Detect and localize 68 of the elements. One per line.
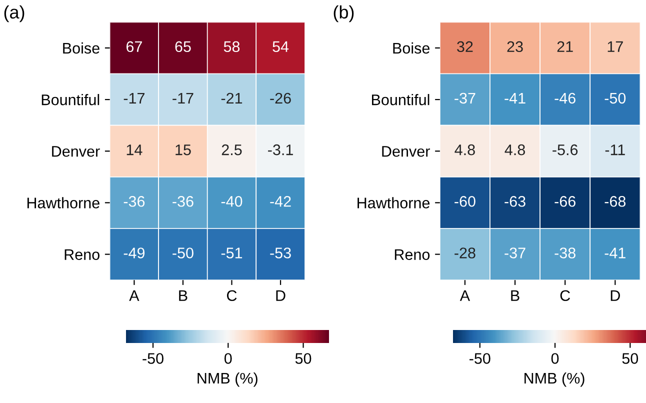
y-tick-label: Reno xyxy=(64,249,100,260)
data-label: -51 xyxy=(221,248,242,258)
y-tick-label: Hawthorne xyxy=(358,197,430,208)
data-label: -60 xyxy=(454,196,476,207)
data-label: -21 xyxy=(221,92,242,104)
data-label: -50 xyxy=(604,92,626,104)
x-tick-label: C xyxy=(560,290,570,302)
data-label: -53 xyxy=(270,248,291,258)
data-label: 14 xyxy=(126,144,142,156)
data-label: -17 xyxy=(124,92,144,104)
data-label: -36 xyxy=(124,196,145,207)
x-tick-label: C xyxy=(227,290,237,302)
data-label: 4.8 xyxy=(504,144,525,156)
data-label: -49 xyxy=(124,248,145,258)
data-label: 54 xyxy=(272,41,289,52)
y-tick-label: Reno xyxy=(394,249,430,260)
y-tick-label: Denver xyxy=(52,146,100,157)
chart-title: (a) xyxy=(4,5,24,22)
x-tick-label: D xyxy=(610,290,620,301)
x-tick-label: B xyxy=(511,290,520,301)
y-tick-label: Bountiful xyxy=(372,94,430,106)
data-label: -37 xyxy=(504,248,526,258)
data-label: -5.6 xyxy=(552,144,578,156)
data-label: 32 xyxy=(457,41,473,52)
data-label: -68 xyxy=(604,196,626,207)
y-tick-label: Boise xyxy=(393,42,430,54)
data-label: 23 xyxy=(507,41,523,52)
data-label: -36 xyxy=(172,196,194,207)
data-label: -3.1 xyxy=(268,144,293,156)
data-label: 17 xyxy=(608,41,623,52)
color-bar-title: NMB (%) xyxy=(524,372,584,387)
data-label: 4.8 xyxy=(454,144,475,156)
data-label: 67 xyxy=(126,41,142,52)
data-label: 58 xyxy=(224,41,240,52)
x-tick-label: B xyxy=(179,290,188,301)
data-label: 15 xyxy=(176,144,191,156)
data-label: -40 xyxy=(221,196,242,207)
data-label: -41 xyxy=(504,92,526,104)
x-tick-label: A xyxy=(129,290,140,301)
color-bar-title: NMB (%) xyxy=(198,372,258,387)
y-tick-label: Denver xyxy=(382,146,430,157)
data-label: -17 xyxy=(172,92,194,104)
data-label: -63 xyxy=(504,196,526,207)
data-label: -38 xyxy=(554,248,576,258)
data-label: -46 xyxy=(554,92,576,104)
data-label: -50 xyxy=(172,248,194,258)
chart-title: (b) xyxy=(334,5,354,22)
color-bar-label: -50 xyxy=(470,353,490,364)
y-tick-label: Bountiful xyxy=(42,94,100,106)
color-bar-label: -50 xyxy=(142,353,164,364)
data-label: -11 xyxy=(605,144,625,156)
color-bar-label: 50 xyxy=(295,353,312,364)
data-label: -42 xyxy=(270,196,291,207)
data-label: -26 xyxy=(270,92,291,104)
y-tick-label: Hawthorne xyxy=(27,197,100,208)
data-label: -41 xyxy=(604,248,626,258)
color-bar-label: 50 xyxy=(622,353,638,364)
y-tick-label: Boise xyxy=(63,42,100,54)
color-bar-label: 0 xyxy=(224,353,232,364)
data-label: 2.5 xyxy=(222,144,242,156)
x-tick-label: A xyxy=(460,290,470,301)
data-label: -28 xyxy=(454,248,476,258)
data-label: 65 xyxy=(175,41,191,52)
data-label: -37 xyxy=(454,92,476,104)
color-bar-label: 0 xyxy=(551,353,559,364)
x-tick-label: D xyxy=(276,290,286,301)
data-label: 21 xyxy=(557,41,573,52)
data-label: -66 xyxy=(554,196,576,207)
